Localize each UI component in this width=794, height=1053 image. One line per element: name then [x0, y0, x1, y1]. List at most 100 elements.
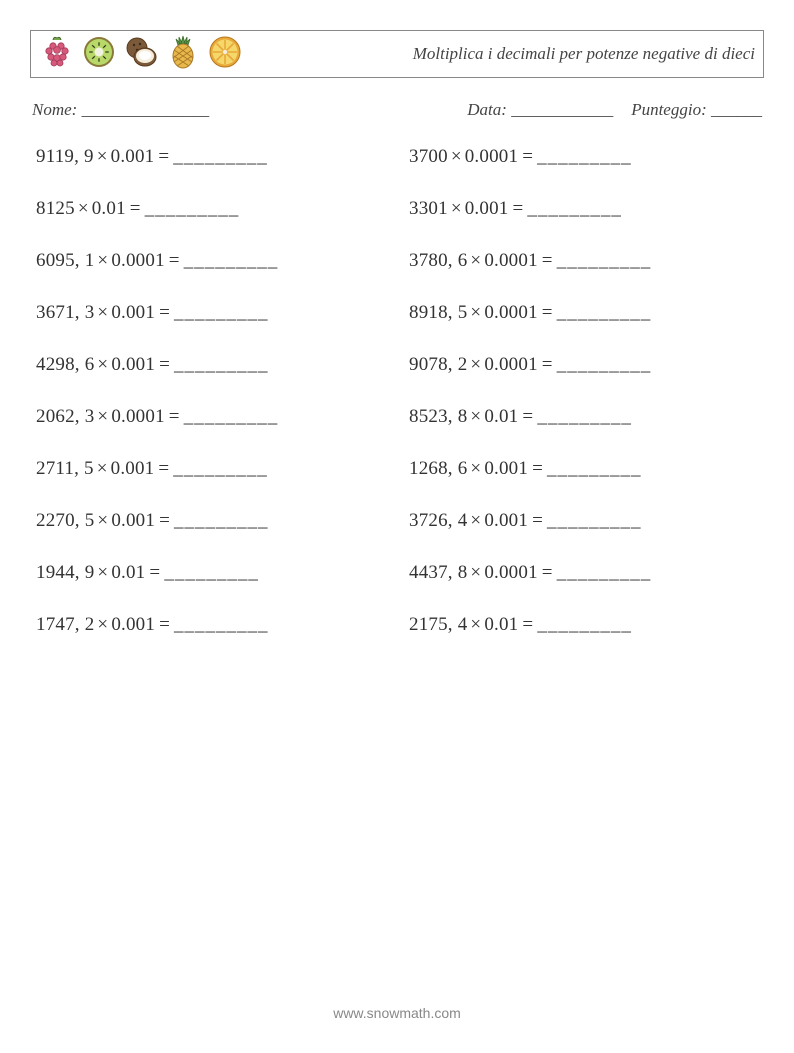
worksheet-title: Moltiplica i decimali per potenze negati…: [413, 44, 755, 64]
operand-a: 3301: [409, 198, 448, 219]
operand-b: 0.01: [92, 198, 126, 219]
problem-right: 9078, 2×0.0001=_________: [409, 354, 764, 376]
multiply-symbol: ×: [94, 458, 111, 479]
operand-a: 3700: [409, 146, 448, 167]
equals-symbol: =: [155, 510, 174, 531]
operand-b: 0.0001: [484, 250, 537, 271]
operand-b: 0.001: [111, 146, 155, 167]
multiply-symbol: ×: [467, 614, 484, 635]
meta-row: Nome: _______________ Data: ____________…: [30, 100, 764, 120]
equals-symbol: =: [528, 458, 547, 479]
problems-grid: 9119, 9×0.001=_________3700×0.0001=_____…: [30, 146, 764, 636]
date-field: Data: ____________: [467, 100, 613, 120]
operand-b: 0.0001: [484, 302, 537, 323]
answer-blank: _________: [557, 302, 652, 323]
equals-symbol: =: [165, 406, 184, 427]
multiply-symbol: ×: [467, 406, 484, 427]
multiply-symbol: ×: [467, 562, 484, 583]
problem-right: 3726, 4×0.001=_________: [409, 510, 764, 532]
answer-blank: _________: [174, 510, 269, 531]
operand-b: 0.001: [111, 614, 155, 635]
operand-b: 0.0001: [484, 562, 537, 583]
score-field: Punteggio: ______: [631, 100, 762, 120]
equals-symbol: =: [538, 562, 557, 583]
operand-a: 8523, 8: [409, 406, 467, 427]
equals-symbol: =: [538, 354, 557, 375]
multiply-symbol: ×: [94, 302, 111, 323]
answer-blank: _________: [537, 406, 632, 427]
multiply-symbol: ×: [467, 354, 484, 375]
pineapple-icon: [165, 34, 201, 75]
answer-blank: _________: [174, 302, 269, 323]
operand-a: 6095, 1: [36, 250, 94, 271]
problem-right: 3301×0.001=_________: [409, 198, 764, 220]
multiply-symbol: ×: [467, 302, 484, 323]
operand-b: 0.001: [111, 354, 155, 375]
multiply-symbol: ×: [94, 510, 111, 531]
multiply-symbol: ×: [448, 146, 465, 167]
equals-symbol: =: [538, 250, 557, 271]
problem-right: 2175, 4×0.01=_________: [409, 614, 764, 636]
problem-right: 1268, 6×0.001=_________: [409, 458, 764, 480]
operand-a: 3726, 4: [409, 510, 467, 531]
problem-left: 1944, 9×0.01=_________: [36, 562, 391, 584]
answer-blank: _________: [557, 562, 652, 583]
answer-blank: _________: [557, 354, 652, 375]
problem-right: 8918, 5×0.0001=_________: [409, 302, 764, 324]
score-blank: ______: [711, 100, 762, 119]
problem-right: 3780, 6×0.0001=_________: [409, 250, 764, 272]
problem-left: 2270, 5×0.001=_________: [36, 510, 391, 532]
problem-left: 9119, 9×0.001=_________: [36, 146, 391, 168]
raspberry-icon: [39, 34, 75, 75]
operand-b: 0.001: [465, 198, 509, 219]
multiply-symbol: ×: [94, 354, 111, 375]
operand-a: 9078, 2: [409, 354, 467, 375]
kiwi-icon: [81, 34, 117, 75]
answer-blank: _________: [145, 198, 240, 219]
problem-left: 2711, 5×0.001=_________: [36, 458, 391, 480]
equals-symbol: =: [154, 146, 173, 167]
answer-blank: _________: [547, 510, 642, 531]
name-label: Nome:: [32, 100, 77, 119]
problem-left: 8125×0.01=_________: [36, 198, 391, 220]
problem-left: 6095, 1×0.0001=_________: [36, 250, 391, 272]
operand-b: 0.01: [484, 406, 518, 427]
header-box: Moltiplica i decimali per potenze negati…: [30, 30, 764, 78]
equals-symbol: =: [155, 614, 174, 635]
answer-blank: _________: [174, 614, 269, 635]
problem-left: 4298, 6×0.001=_________: [36, 354, 391, 376]
multiply-symbol: ×: [467, 510, 484, 531]
equals-symbol: =: [518, 406, 537, 427]
equals-symbol: =: [155, 302, 174, 323]
operand-b: 0.0001: [465, 146, 518, 167]
operand-b: 0.001: [111, 458, 155, 479]
operand-a: 1747, 2: [36, 614, 94, 635]
operand-b: 0.001: [111, 510, 155, 531]
equals-symbol: =: [155, 354, 174, 375]
equals-symbol: =: [145, 562, 164, 583]
problem-left: 3671, 3×0.001=_________: [36, 302, 391, 324]
equals-symbol: =: [154, 458, 173, 479]
name-blank: _______________: [82, 100, 210, 119]
multiply-symbol: ×: [94, 406, 111, 427]
operand-a: 9119, 9: [36, 146, 94, 167]
answer-blank: _________: [537, 146, 632, 167]
answer-blank: _________: [174, 354, 269, 375]
equals-symbol: =: [518, 146, 537, 167]
multiply-symbol: ×: [94, 250, 111, 271]
answer-blank: _________: [537, 614, 632, 635]
operand-a: 1268, 6: [409, 458, 467, 479]
answer-blank: _________: [164, 562, 259, 583]
operand-a: 2270, 5: [36, 510, 94, 531]
multiply-symbol: ×: [467, 250, 484, 271]
answer-blank: _________: [184, 406, 279, 427]
orange-icon: [207, 34, 243, 75]
answer-blank: _________: [184, 250, 279, 271]
problem-left: 2062, 3×0.0001=_________: [36, 406, 391, 428]
multiply-symbol: ×: [94, 146, 111, 167]
coconut-icon: [123, 34, 159, 75]
problem-right: 4437, 8×0.0001=_________: [409, 562, 764, 584]
equals-symbol: =: [126, 198, 145, 219]
operand-a: 4298, 6: [36, 354, 94, 375]
answer-blank: _________: [547, 458, 642, 479]
